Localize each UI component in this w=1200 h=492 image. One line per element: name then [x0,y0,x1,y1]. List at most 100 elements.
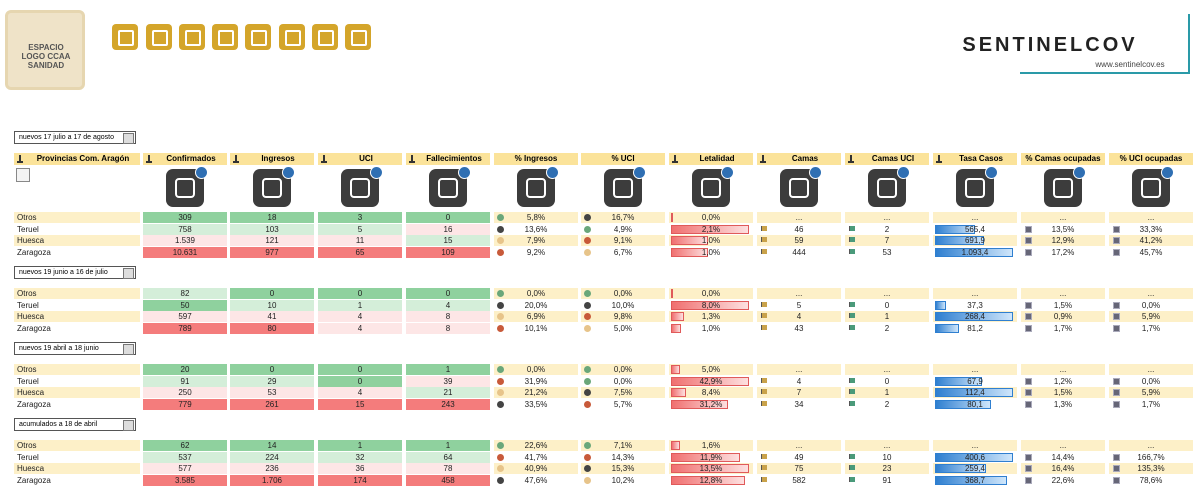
table-cell: 0 [318,375,402,387]
table-cell: 31,2% [669,398,753,410]
period-dropdown[interactable]: nuevos 19 junio a 16 de julio [14,266,136,279]
dropdown-arrow[interactable] [123,133,134,144]
cell-text: 1,7% [1141,399,1161,409]
table-cell: 1,0% [669,322,753,334]
cell-text: 65 [355,247,365,257]
tool-button[interactable] [112,24,138,50]
table-cell: 0 [230,364,314,375]
cell-text: 20 [180,365,190,374]
table-cell: 20,0% [494,299,578,311]
table-cell: 15,3% [581,463,665,474]
cell-text: 13,5% [699,464,723,473]
tool-button[interactable] [279,24,305,50]
cell-text: 4 [796,376,802,386]
flag-icon [761,225,767,231]
tool-button[interactable] [146,24,172,50]
tool-button[interactable] [245,24,271,50]
cell-text: 12,9% [1051,236,1075,245]
cell-text: ... [1147,289,1155,298]
cell-text: 16 [443,224,453,234]
period-dropdown[interactable]: nuevos 17 julio a 17 de agosto [14,131,136,144]
tool-button[interactable] [179,24,205,50]
table-cell: ... [933,288,1017,299]
cell-text: ... [971,441,979,450]
table-cell: 0 [318,364,402,375]
table-cell: 458 [406,474,490,486]
cell-text: 0,0% [701,213,721,222]
cell-text: 0,0% [613,365,633,374]
lethality-bar [671,247,709,257]
table-cell: 1,0% [669,235,753,246]
grid-icon [1113,301,1120,309]
cell-text: 5 [796,300,802,310]
flag-icon [761,400,767,406]
table-cell: ... [1021,212,1105,223]
status-dot [584,214,591,221]
table-cell: 5 [318,223,402,235]
cell-text: 3.585 [174,475,196,485]
table-cell: 5,9% [1109,311,1193,322]
status-dot [497,366,504,373]
cell-text: 15 [355,399,365,409]
period-dropdown[interactable]: nuevos 19 abril a 18 junio [14,342,136,355]
table-cell: ... [1109,212,1193,223]
table-cell: 81,2 [933,322,1017,334]
table-cell: 7,1% [581,440,665,451]
dropdown-arrow[interactable] [123,420,134,431]
table-cell: 12,9% [1021,235,1105,246]
cell-text: Otros [17,441,37,450]
spinner[interactable] [16,168,30,182]
cell-text: 0 [445,289,451,298]
status-dot [584,313,591,320]
rate-bar [935,399,991,409]
tool-button[interactable] [312,24,338,50]
period-dropdown[interactable]: acumulados a 18 de abril [14,418,136,431]
table-cell: 9,8% [581,311,665,322]
table-cell: 789 [143,322,227,334]
table-cell: 1 [845,311,929,322]
lethality-bar [671,236,709,245]
cell-text: 50 [180,300,190,310]
cell-text: 1,0% [701,247,721,257]
table-cell: ... [1021,288,1105,299]
dropdown-arrow[interactable] [123,344,134,355]
cell-text: 20,0% [524,300,548,310]
lethality-bar [671,289,673,298]
table-cell: 40,9% [494,463,578,474]
table-cell: 47,6% [494,474,578,486]
table-cell: 121 [230,235,314,246]
cell-text: 1,2% [1053,376,1073,386]
cell-text: 10 [267,300,277,310]
flag-icon [761,476,767,482]
cell-text: 2 [884,224,890,234]
table-cell: 1,2% [1021,375,1105,387]
flag-icon [761,377,767,383]
table-cell: 13,5% [669,463,753,474]
cell-text: 0 [884,376,890,386]
cell-text: 0,0% [1141,376,1161,386]
cell-text: 23 [882,464,892,473]
cell-text: ... [795,365,803,374]
table-cell: ... [757,364,841,375]
table-cell: 400,6 [933,451,1017,463]
cell-text: 18 [267,213,277,222]
cell-text: 5,7% [613,399,633,409]
cell-text: ... [971,213,979,222]
tool-button[interactable] [212,24,238,50]
cell-text: Zaragoza [17,475,51,485]
cell-text: 236 [265,464,279,473]
cell-text: 67,9 [967,376,983,386]
table-cell: 65 [318,246,402,258]
tool-button[interactable] [345,24,371,50]
row-label: Otros [14,364,140,375]
table-cell: 4 [318,311,402,322]
table-cell: 977 [230,246,314,258]
download-icon [146,155,152,163]
cell-text: 41,7% [524,452,548,462]
status-dot [497,290,504,297]
dropdown-arrow[interactable] [123,268,134,279]
table-cell: 7,9% [494,235,578,246]
cell-text: Huesca [17,388,45,397]
cell-text: 1 [445,365,451,374]
status-dot [584,366,591,373]
